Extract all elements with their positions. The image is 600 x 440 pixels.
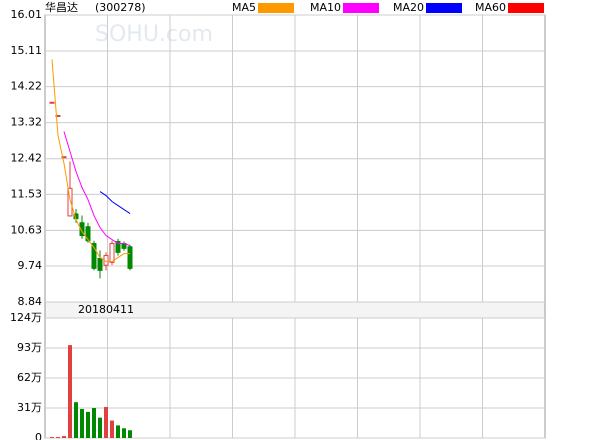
y-tick-label: 11.53 [11,187,43,200]
ma-line [63,131,131,247]
y-tick-label: 8.84 [18,295,43,308]
y-tick-label: 14.22 [11,80,43,93]
y-tick-label: 31万 [17,401,42,414]
volume-bar [86,411,90,438]
candle-body [115,241,121,253]
candle-body [127,246,133,269]
y-tick-label: 62万 [17,371,42,384]
stock-name: 华昌达 [45,0,78,14]
watermark: SOHU.com [95,22,213,47]
candle-body [85,226,91,242]
legend-label: MA60 [475,1,506,14]
candle-body [79,222,85,237]
volume-bar [56,437,60,438]
volume-bar [92,408,96,438]
volume-bar [74,402,78,438]
date-label: 20180411 [78,303,134,316]
candle-body [97,257,103,271]
volume-bar [122,428,126,438]
candle-body [109,243,115,263]
ma-line [51,59,130,263]
legend-swatch [343,3,379,13]
legend-swatch [258,3,294,13]
legend-swatch [508,3,544,13]
candle-body [61,156,67,159]
stock-code: (300278) [95,1,146,14]
y-tick-label: 16.01 [11,8,43,21]
legend-label: MA20 [393,1,424,14]
volume-bar [104,407,108,438]
volume-bar [80,408,84,438]
volume-bar [98,417,102,438]
volume-bar [128,430,132,438]
candle-body [49,101,55,104]
legend-swatch [426,3,462,13]
y-tick-label: 12.42 [11,152,43,165]
y-tick-label: 93万 [17,341,42,354]
y-tick-label: 124万 [10,311,42,324]
y-tick-label: 13.32 [11,116,43,129]
volume-bar [50,437,54,438]
candle-body [67,187,73,217]
legend-label: MA5 [232,1,256,14]
volume-bar [68,345,72,438]
volume-bar [116,425,120,438]
legend-label: MA10 [310,1,341,14]
y-tick-label: 0 [35,431,42,440]
volume-bar [110,420,114,438]
y-tick-label: 10.63 [11,223,43,236]
ma-line [99,191,131,214]
candle-body [91,243,97,269]
y-tick-label: 15.11 [11,44,43,57]
volume-bar [62,436,66,438]
y-tick-label: 9.74 [18,259,43,272]
